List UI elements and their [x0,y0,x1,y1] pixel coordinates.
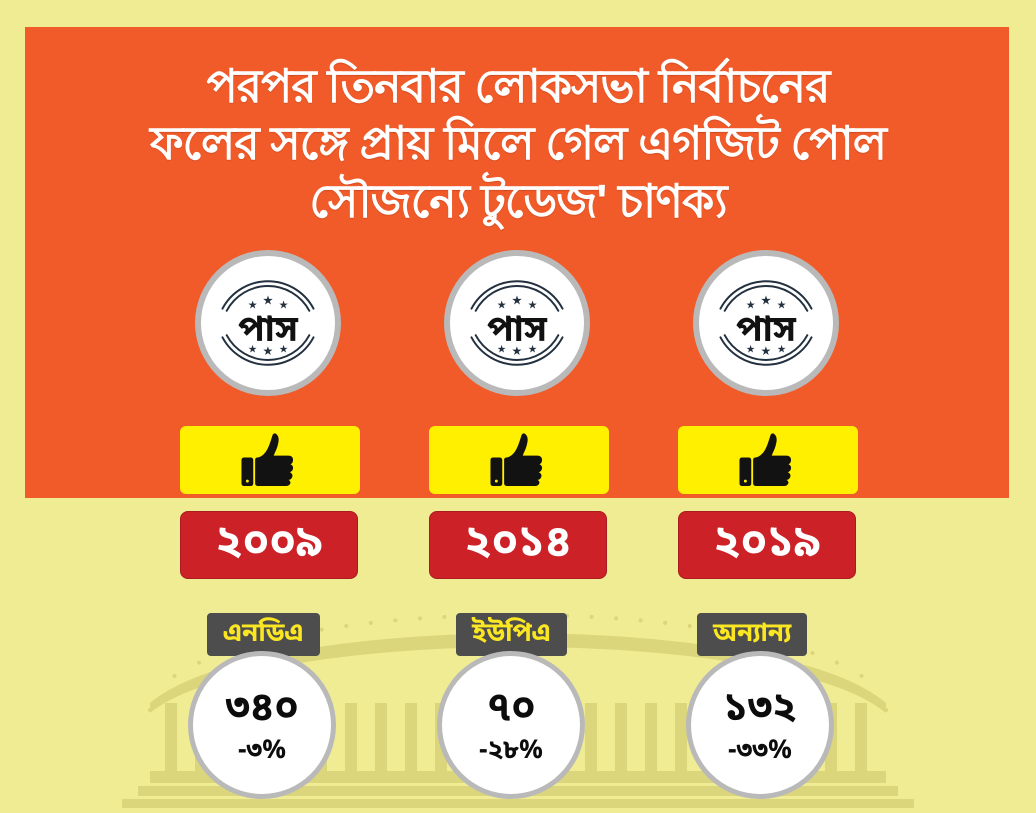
svg-text:★: ★ [511,294,522,308]
svg-text:★: ★ [760,294,771,308]
svg-text:★: ★ [262,294,273,308]
